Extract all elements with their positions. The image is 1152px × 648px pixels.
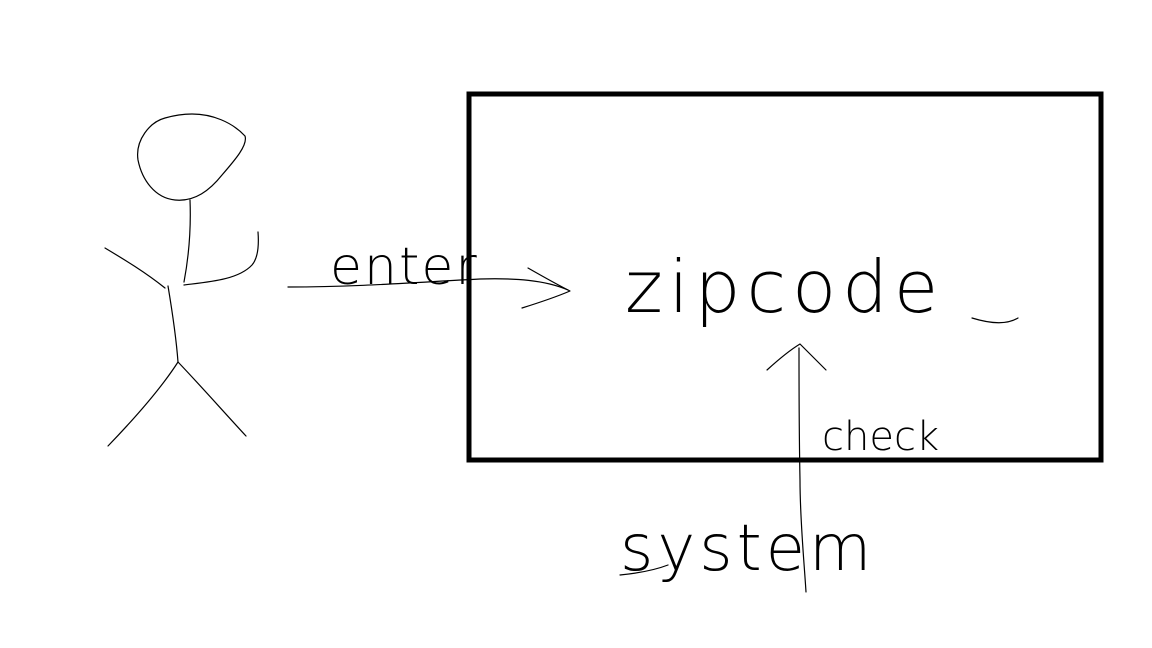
actor-right-arm <box>183 231 259 286</box>
check-arrow-shaft <box>798 347 807 593</box>
actor-left-leg <box>107 361 179 447</box>
check-label: check <box>822 414 939 460</box>
actor-right-leg <box>177 361 247 437</box>
actor-head <box>137 113 247 201</box>
enter-arrow-head <box>521 267 571 309</box>
enter-arrow-shaft <box>287 278 569 291</box>
system-boundary-box <box>466 91 1104 463</box>
zipcode-use-case-label: zipcode <box>625 245 944 329</box>
actor-neck-torso <box>183 199 191 283</box>
actor-figure <box>104 113 259 447</box>
enter-arrow <box>287 267 571 309</box>
zipcode-underline-tail <box>971 317 1019 324</box>
system-label-lead-stroke <box>619 564 669 576</box>
actor-left-arm <box>104 247 166 289</box>
enter-label: enter <box>330 237 479 297</box>
system-actor-label: system <box>620 512 875 586</box>
check-arrow <box>766 343 827 593</box>
check-arrow-head <box>766 343 827 371</box>
actor-body <box>167 285 179 363</box>
